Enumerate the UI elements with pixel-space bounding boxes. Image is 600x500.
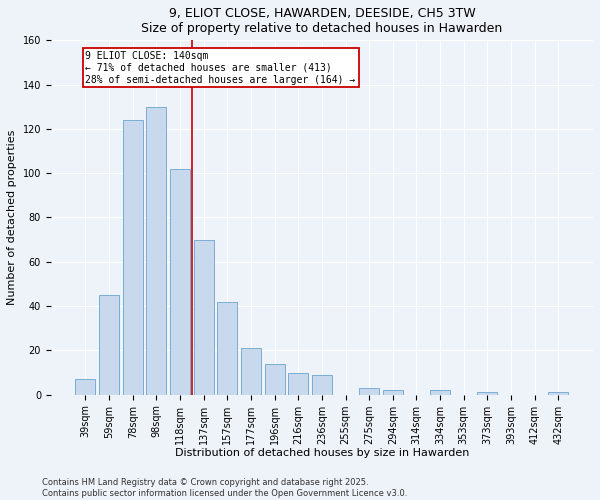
X-axis label: Distribution of detached houses by size in Hawarden: Distribution of detached houses by size … xyxy=(175,448,469,458)
Bar xyxy=(430,390,450,394)
Bar xyxy=(241,348,261,395)
Bar xyxy=(170,168,190,394)
Bar xyxy=(312,374,332,394)
Bar xyxy=(76,379,95,394)
Bar xyxy=(359,388,379,394)
Bar xyxy=(194,240,214,394)
Bar xyxy=(265,364,284,394)
Bar xyxy=(383,390,403,394)
Bar xyxy=(217,302,238,394)
Bar xyxy=(478,392,497,394)
Bar xyxy=(122,120,143,394)
Y-axis label: Number of detached properties: Number of detached properties xyxy=(7,130,17,305)
Bar xyxy=(288,372,308,394)
Bar xyxy=(548,392,568,394)
Text: 9 ELIOT CLOSE: 140sqm
← 71% of detached houses are smaller (413)
28% of semi-det: 9 ELIOT CLOSE: 140sqm ← 71% of detached … xyxy=(85,52,356,84)
Bar xyxy=(99,295,119,394)
Title: 9, ELIOT CLOSE, HAWARDEN, DEESIDE, CH5 3TW
Size of property relative to detached: 9, ELIOT CLOSE, HAWARDEN, DEESIDE, CH5 3… xyxy=(141,7,503,35)
Text: Contains HM Land Registry data © Crown copyright and database right 2025.
Contai: Contains HM Land Registry data © Crown c… xyxy=(42,478,407,498)
Bar xyxy=(146,106,166,395)
